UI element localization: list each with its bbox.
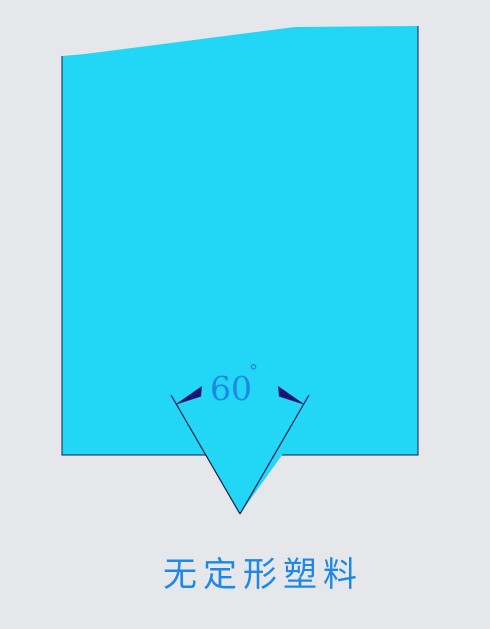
angle-degree-symbol: ° xyxy=(249,361,258,382)
notch-right-edge xyxy=(239,394,310,515)
angle-arrow-left-tail xyxy=(175,395,202,405)
angle-arrow-right xyxy=(278,386,304,404)
plastic-block xyxy=(62,26,418,514)
block-outline xyxy=(61,26,419,456)
angle-label: 60 xyxy=(210,369,252,408)
material-caption: 无定形塑料 xyxy=(163,555,363,595)
angle-arrow-left xyxy=(176,386,202,404)
notch-left-edge xyxy=(170,394,241,515)
angle-arrow-right-tail xyxy=(278,395,305,405)
